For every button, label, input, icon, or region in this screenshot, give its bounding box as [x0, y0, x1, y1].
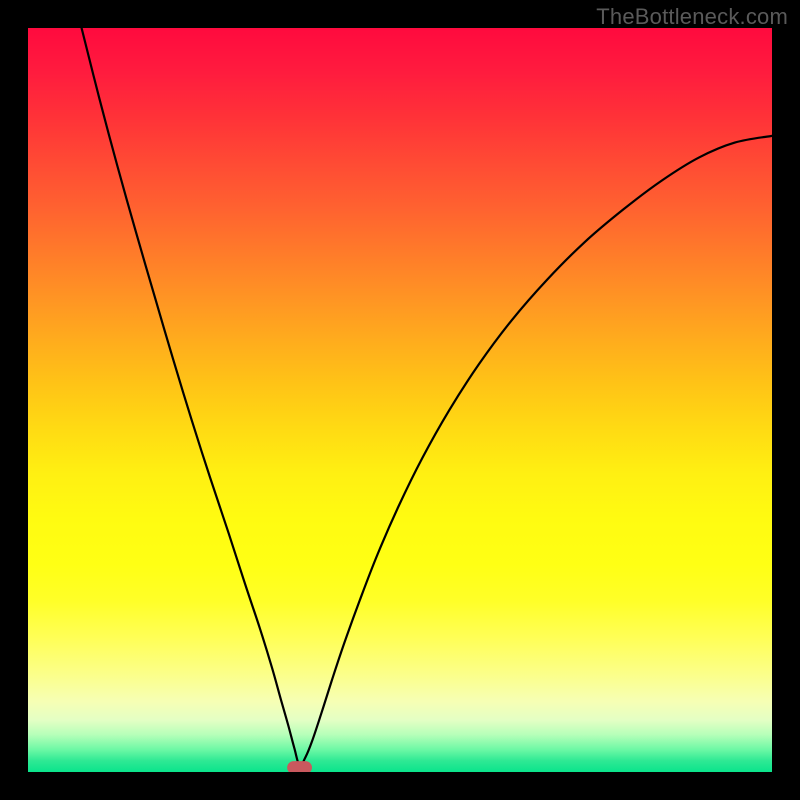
- chart-svg: [0, 0, 800, 800]
- chart-stage: TheBottleneck.com: [0, 0, 800, 800]
- optimum-marker: [288, 762, 312, 774]
- watermark-text: TheBottleneck.com: [596, 4, 788, 30]
- plot-background: [28, 28, 772, 772]
